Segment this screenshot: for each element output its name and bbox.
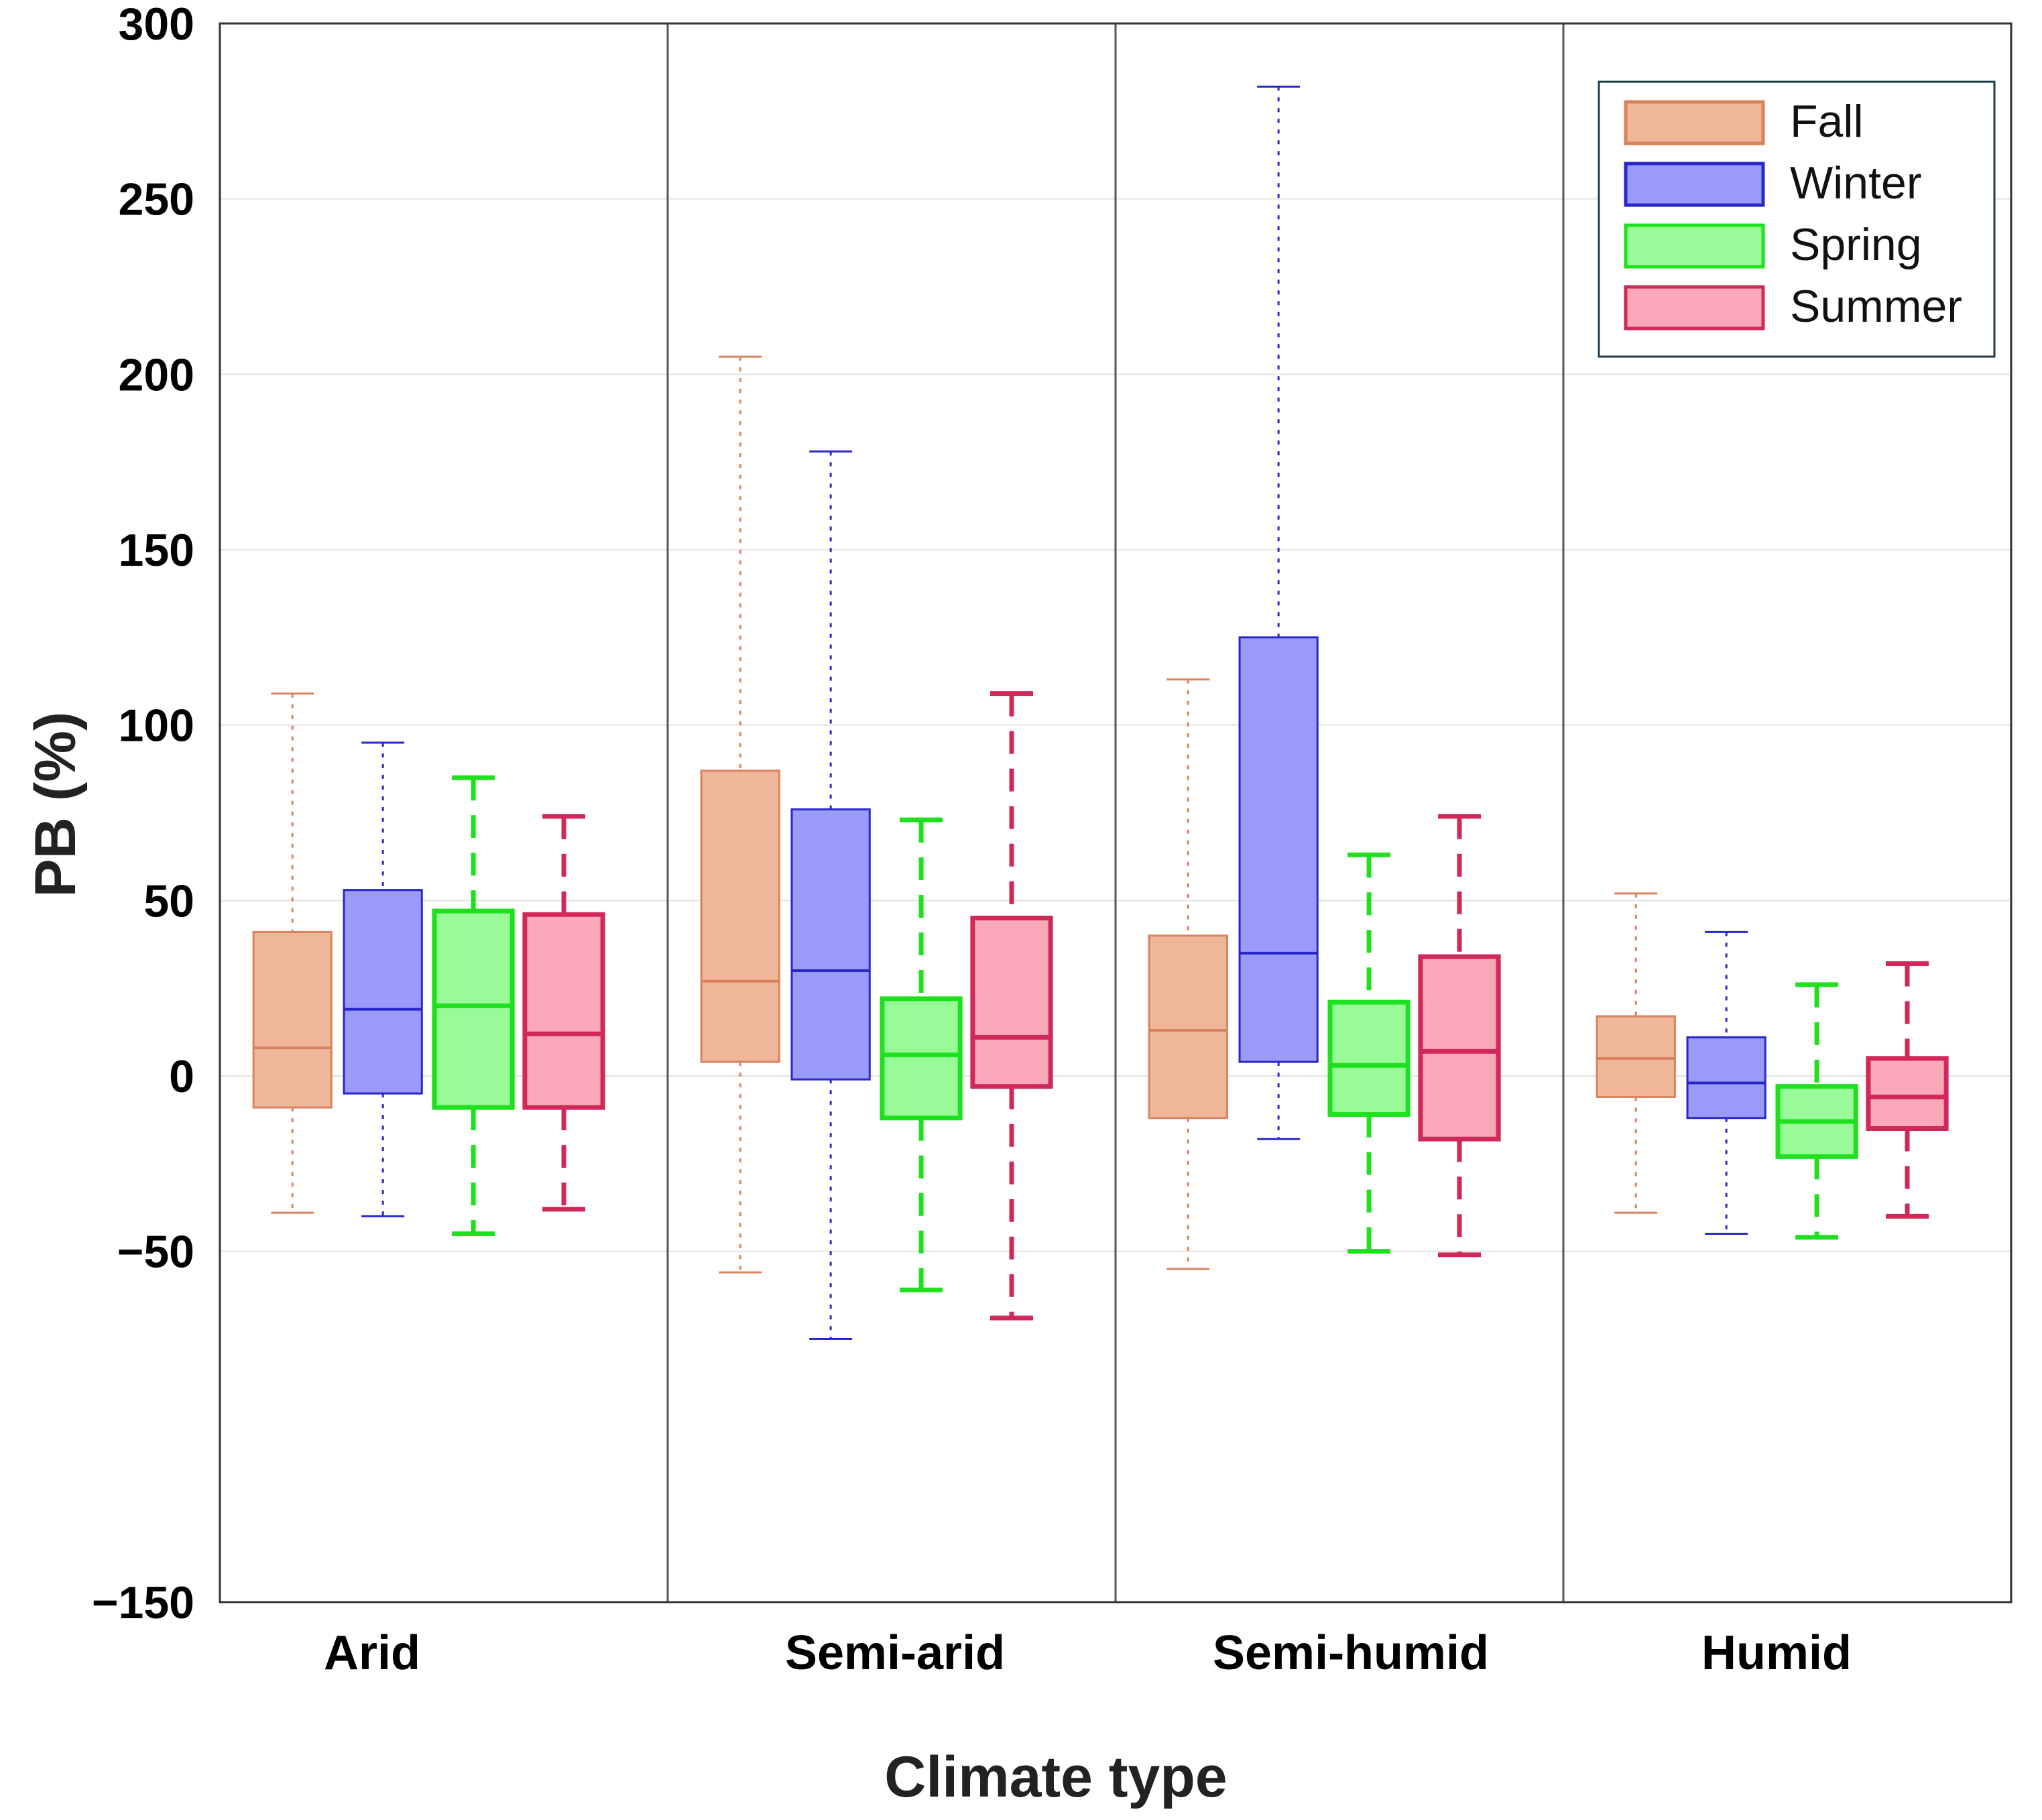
iqr-box [970, 916, 1053, 1089]
legend-swatch-summer [1624, 285, 1765, 330]
box-plot-layer [252, 85, 1949, 1340]
box-fall-humid [1596, 892, 1676, 1214]
box-summer-semi-arid [970, 691, 1053, 1321]
box-winter-semi-arid [790, 450, 871, 1340]
y-tick-label: −150 [92, 1577, 194, 1628]
box-spring-humid [1775, 982, 1858, 1240]
legend-label-spring: Spring [1790, 219, 1922, 270]
y-tick-label: 0 [169, 1051, 194, 1102]
box-fall-semi-arid [700, 355, 780, 1274]
box-spring-arid [432, 775, 515, 1236]
x-category-label: Arid [324, 1626, 420, 1680]
x-axis-title: Climate type [884, 1745, 1227, 1809]
box-winter-arid [343, 741, 423, 1217]
box-winter-semi-humid [1238, 85, 1319, 1140]
iqr-box [700, 770, 780, 1063]
y-axis-title: PB (%) [23, 711, 88, 897]
legend-label-summer: Summer [1790, 281, 1962, 332]
iqr-box [1866, 1056, 1949, 1132]
x-category-label: Semi-arid [785, 1626, 1005, 1680]
group-separators [666, 23, 1565, 1602]
box-fall-arid [252, 692, 333, 1214]
box-spring-semi-humid [1327, 852, 1410, 1254]
y-tick-label: 150 [119, 525, 194, 576]
legend-swatch-winter [1624, 162, 1765, 207]
box-fall-semi-humid [1148, 678, 1228, 1270]
box-summer-humid [1866, 961, 1949, 1219]
box-winter-humid [1686, 930, 1766, 1235]
y-tick-label: 100 [119, 701, 194, 751]
iqr-box [343, 889, 423, 1095]
iqr-box [880, 996, 963, 1121]
iqr-box [790, 808, 871, 1081]
iqr-box [1148, 934, 1228, 1119]
box-spring-semi-arid [880, 817, 963, 1292]
iqr-box [432, 908, 515, 1110]
plot-frame [219, 22, 2013, 1603]
legend-swatch-fall [1624, 100, 1765, 145]
legend-label-winter: Winter [1790, 158, 1921, 208]
y-axis-ticks: 300 250 200 150 100 50 0 −50 −150 [92, 0, 194, 1628]
y-tick-label: 200 [119, 349, 194, 400]
legend: Fall Winter Spring Summer [1598, 80, 1996, 358]
y-tick-label: 50 [143, 875, 194, 926]
box-summer-arid [522, 814, 605, 1212]
x-category-label: Semi-humid [1213, 1626, 1489, 1680]
legend-label-fall: Fall [1790, 96, 1864, 147]
y-tick-label: 250 [119, 174, 194, 225]
iqr-box [1327, 999, 1410, 1117]
iqr-box [1686, 1036, 1766, 1119]
iqr-box [1238, 636, 1319, 1063]
box-summer-semi-humid [1418, 814, 1501, 1258]
iqr-box [1596, 1015, 1676, 1098]
iqr-box [1418, 954, 1501, 1142]
iqr-box [252, 930, 333, 1109]
x-category-label: Humid [1701, 1626, 1852, 1680]
iqr-box [522, 912, 605, 1110]
x-axis-categories: Arid Semi-arid Semi-humid Humid [324, 1626, 1852, 1680]
y-tick-label: −50 [117, 1227, 194, 1278]
y-tick-label: 300 [119, 0, 194, 50]
legend-swatch-spring [1624, 223, 1765, 269]
